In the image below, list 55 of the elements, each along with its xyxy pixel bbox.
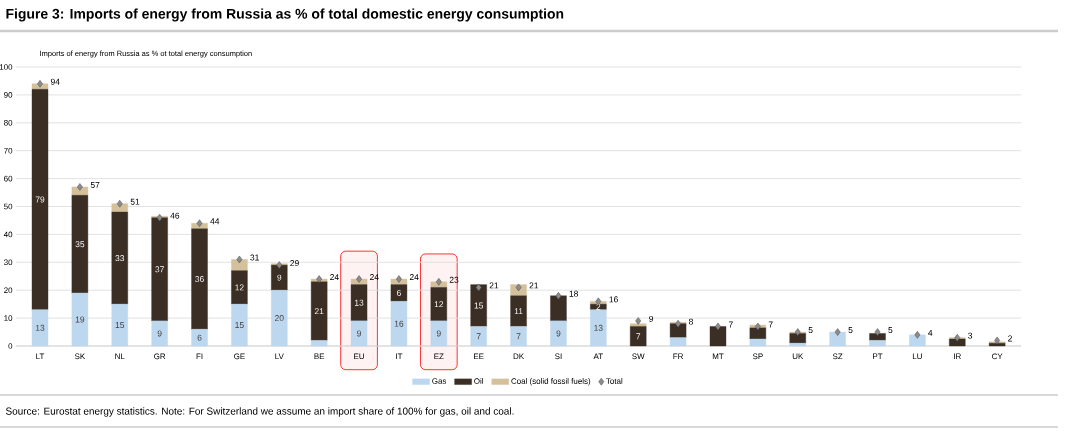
data-label: 3 (968, 332, 973, 339)
data-label: 2 (596, 303, 601, 310)
chart-title: Figure 3: Imports of energy from Russia as % of total domestic energy consumption (6, 8, 564, 22)
data-label: 11 (514, 308, 523, 315)
data-label: 21 (314, 308, 324, 315)
data-label: 12 (235, 284, 244, 291)
data-label: 6 (197, 334, 202, 341)
data-label: 5 (848, 327, 853, 333)
data-label: 37 (155, 266, 164, 273)
data-label: 13 (354, 299, 364, 306)
data-label: 12 (434, 301, 444, 308)
data-label: 9 (357, 330, 362, 337)
data-label: 15 (115, 322, 125, 329)
data-label: 15 (235, 322, 244, 329)
data-label: 94 (50, 78, 60, 85)
data-label: 9 (436, 330, 441, 337)
data-label: 35 (75, 241, 85, 248)
data-label: 15 (474, 302, 484, 309)
data-label: 6 (397, 290, 401, 296)
data-label: 24 (330, 274, 339, 280)
data-label: 5 (888, 327, 893, 333)
data-label: 19 (75, 316, 85, 323)
data-label: 4 (928, 329, 933, 336)
data-label: 7 (636, 333, 641, 340)
data-label: 21 (489, 282, 499, 289)
data-label: 31 (250, 254, 259, 261)
data-label: 51 (130, 198, 140, 205)
data-label: 7 (516, 333, 521, 340)
data-label: 7 (768, 321, 773, 328)
data-label: 9 (649, 315, 654, 322)
data-label: 21 (529, 282, 539, 289)
data-label: 57 (90, 182, 100, 188)
data-label: 9 (556, 330, 561, 337)
data-label: 23 (449, 276, 459, 283)
data-label: 8 (688, 318, 693, 325)
data-label: 18 (569, 290, 579, 297)
data-label: 24 (409, 274, 419, 280)
data-label: 2 (1008, 335, 1012, 342)
data-label: 9 (277, 274, 282, 281)
data-label: 5 (808, 327, 813, 333)
data-label: 9 (157, 330, 162, 337)
data-label: 46 (170, 212, 180, 219)
data-label: 16 (609, 296, 618, 303)
data-label: 16 (394, 320, 404, 327)
data-label: 36 (195, 276, 204, 283)
source-note: Source: Eurostat energy statistics. Note: For Switzerland we assume an import share of 100% for gas, oil and coal. (5, 407, 514, 417)
data-label: 29 (290, 260, 299, 267)
data-label: 79 (35, 196, 45, 203)
data-label: 13 (35, 324, 45, 331)
data-label: 44 (210, 218, 220, 225)
data-label: 33 (115, 255, 125, 262)
data-label: 13 (594, 324, 603, 331)
data-label: 7 (728, 321, 733, 328)
data-label: 7 (476, 333, 481, 340)
data-label: 20 (275, 315, 284, 322)
